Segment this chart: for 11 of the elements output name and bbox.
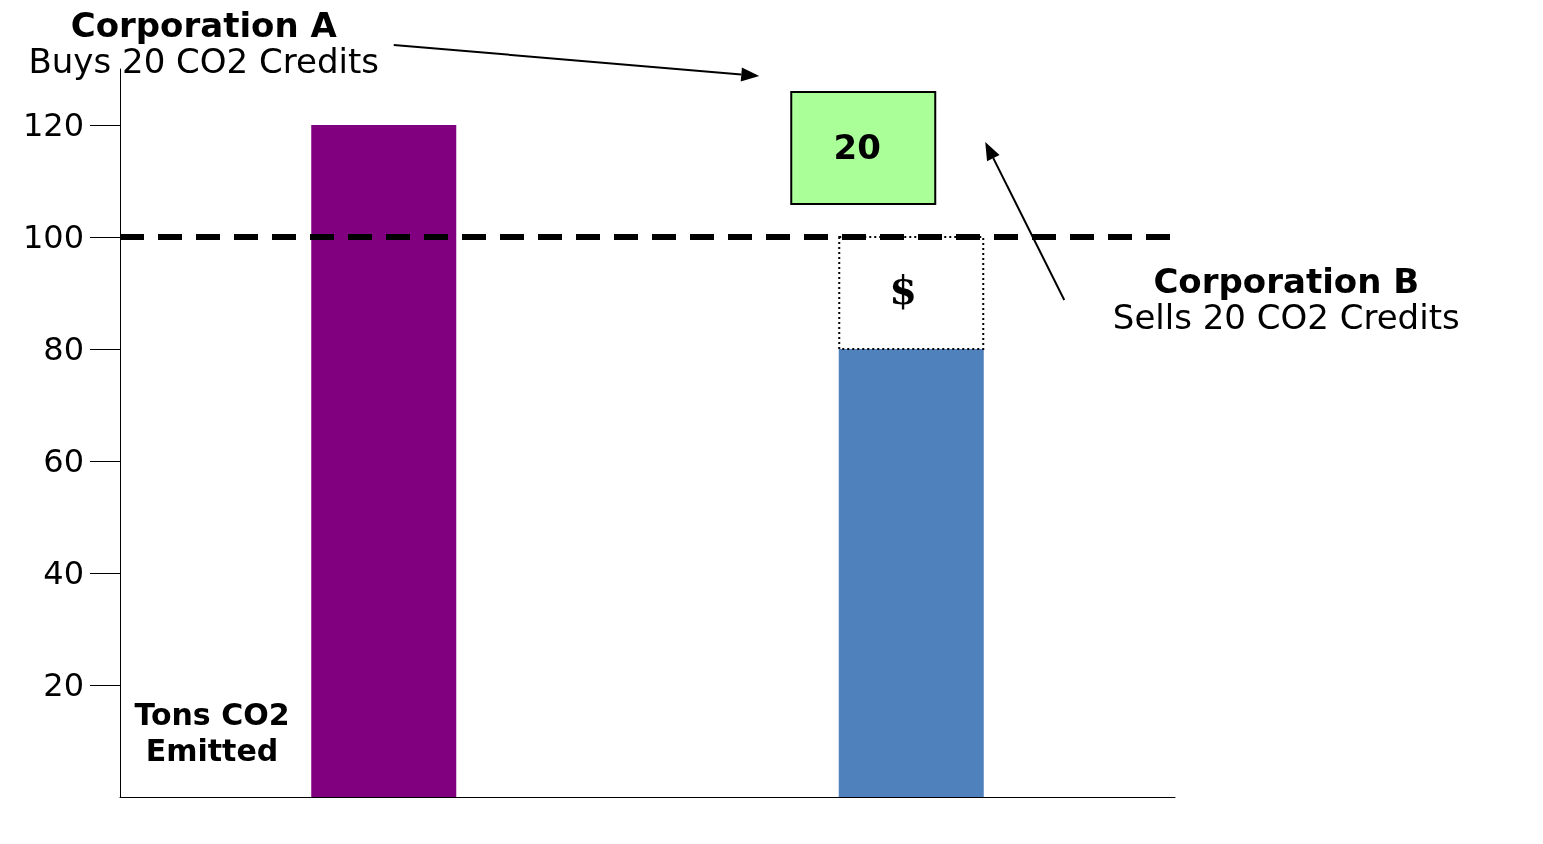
text: Corporation A xyxy=(70,5,337,45)
y-tick-label: 80 xyxy=(43,330,84,368)
y-tick-label: 60 xyxy=(43,442,84,480)
y-tick-label: 20 xyxy=(43,666,84,704)
annotation: $ xyxy=(889,266,918,313)
annotation: Corporation B xyxy=(1153,261,1420,301)
y-axis-title: Tons CO2 Emitted xyxy=(133,697,291,769)
y-tick-label: 40 xyxy=(43,554,84,592)
annotation: 20 xyxy=(833,127,881,167)
y-tick-label: 120 xyxy=(22,106,84,144)
y-tick-label: 100 xyxy=(22,218,84,256)
